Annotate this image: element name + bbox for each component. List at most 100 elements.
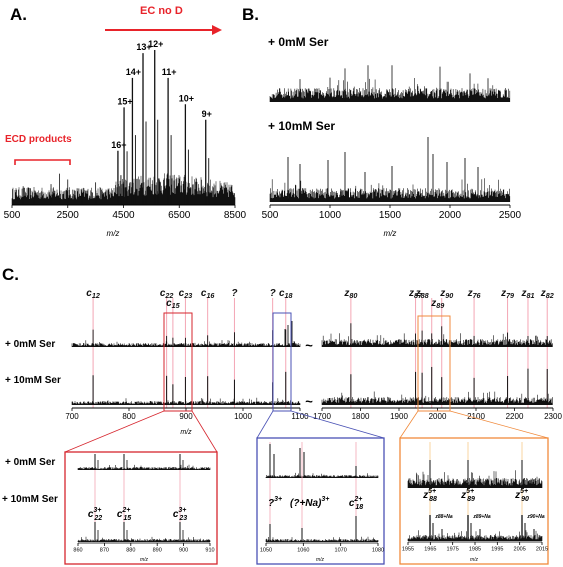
zoom-red-panel: 860 870 880 890 900 910 m/z c3+ 22 c2+ 15 c3+ 23 xyxy=(64,451,218,565)
zoom-orange-tick-label-0: 1955 xyxy=(402,547,414,553)
zoom-red-tick-label-3: 890 xyxy=(153,548,162,554)
zoom-blue-tick-label-0: 1050 xyxy=(260,548,272,554)
ec-no-d-label: EC no D xyxy=(140,5,183,17)
zoom-red-label-2: c3+ 23 xyxy=(173,507,187,522)
panel-c-row-0mm: + 0mM Ser xyxy=(5,339,55,350)
zoom-red-tick-label-2: 880 xyxy=(126,548,135,554)
panel-a-tick-label-2: 4500 xyxy=(112,210,135,221)
connector-orange-left xyxy=(399,410,419,439)
right-ion-label-2: z88 xyxy=(415,288,429,300)
panel-b-spectrum-10mm xyxy=(269,137,511,202)
zoom-orange-na-label-0: z88+Na xyxy=(434,514,453,520)
zoom-orange-ticks: 1955 1965 1975 1985 1995 2005 2015 xyxy=(402,542,548,553)
left-ion-label-7: c18 xyxy=(279,288,293,300)
panel-c-right-tick-label-1: 1800 xyxy=(352,412,370,421)
left-noise-10mm xyxy=(71,397,301,405)
zoom-orange-na-label-1: z89+Na xyxy=(472,514,491,520)
right-ion-label-0: z80 xyxy=(343,288,357,300)
panel-c-letter: C. xyxy=(2,265,19,284)
zoom-orange-tick-label-5: 2005 xyxy=(514,547,526,553)
panel-a-letter: A. xyxy=(10,5,27,24)
charge-label-15+: 15+ xyxy=(117,96,132,106)
panel-b-tick-label-3: 2000 xyxy=(439,210,462,221)
zoom-orange-label-1: z5+ 89 xyxy=(460,488,475,503)
connector-blue-right xyxy=(290,410,385,439)
ecd-products-bracket xyxy=(14,159,71,165)
panel-c-right-spectrum-0mm xyxy=(321,323,553,347)
panel-a-tick-label-4: 8500 xyxy=(224,210,247,221)
charge-label-14+: 14+ xyxy=(126,67,141,77)
panel-b-label-10mm: + 10mM Ser xyxy=(268,119,335,133)
panel-c-left-markers xyxy=(92,298,287,408)
zoom-orange-tick-label-1: 1965 xyxy=(424,547,436,553)
zoom-blue-ticks: 1050 1060 1070 1080 xyxy=(260,543,384,554)
zoom-row-10mm: + 10mM Ser xyxy=(2,494,58,505)
panel-c-left-tick-label-2: 900 xyxy=(179,412,193,421)
zoom-row-0mm: + 0mM Ser xyxy=(5,457,55,468)
zoom-orange-labels: z5+ 88 z5+ 89 z5+ 90 z88+Na z89+Na z90+Na xyxy=(422,488,545,520)
zoom-orange-label-2: z5+ 90 xyxy=(514,488,529,503)
zoom-red-spectra xyxy=(77,454,211,542)
panel-c-row-10mm: + 10mM Ser xyxy=(5,375,61,386)
axis-break-mark-bottom: ~ xyxy=(305,394,313,409)
panel-c-left-tick-label-3: 1000 xyxy=(234,412,252,421)
zoom-orange-label-0: z5+ 88 xyxy=(422,488,437,503)
connector-red-left xyxy=(64,410,165,453)
panel-c-xlabel: m/z xyxy=(180,429,192,436)
panel-c-right-tick-label-4: 2100 xyxy=(467,412,485,421)
panel-b-letter: B. xyxy=(242,5,259,24)
zoom-blue-label-2: c2+ 18 xyxy=(349,496,363,511)
connector-blue-left xyxy=(256,410,274,439)
panel-a-tick-label-1: 2500 xyxy=(57,210,80,221)
right-ion-label-6: z79 xyxy=(500,288,514,300)
panel-b-xlabel: m/z xyxy=(384,229,397,238)
charge-label-13+: 13+ xyxy=(136,42,151,52)
zoom-blue-tick-label-2: 1070 xyxy=(335,548,347,554)
right-noise-10mm xyxy=(321,391,553,405)
zoom-red-tick-label-4: 900 xyxy=(179,548,188,554)
zoom-red-xlabel: m/z xyxy=(140,557,149,563)
zoom-blue-spectra xyxy=(265,442,379,542)
zoom-blue-label-1: (?+Na)3+ xyxy=(290,496,329,509)
zoom-blue-xlabel: m/z xyxy=(316,557,325,563)
zoom-red-label-1: c2+ 15 xyxy=(117,507,131,522)
zoom-red-tick-label-1: 870 xyxy=(100,548,109,554)
panel-a-spectrum xyxy=(11,50,236,205)
highlight-box-red xyxy=(163,312,193,412)
panel-b-tick-label-4: 2500 xyxy=(499,210,522,221)
left-ion-label-5: ? xyxy=(231,288,237,299)
zoom-orange-tick-label-2: 1975 xyxy=(447,547,459,553)
zoom-orange-xlabel: m/z xyxy=(470,557,479,563)
left-ion-label-0: c12 xyxy=(86,288,100,300)
zoom-blue-noise-bottom xyxy=(265,536,379,542)
panel-a: A. EC no D ECD products 500 2500 4500 6500 8… xyxy=(4,5,247,238)
zoom-red-tick-label-5: 910 xyxy=(205,548,214,554)
right-ion-label-8: z82 xyxy=(540,288,554,300)
panel-c-right-tick-label-0: 1700 xyxy=(313,412,331,421)
right-ion-label-7: z81 xyxy=(520,288,534,300)
left-ion-label-1: c22 xyxy=(160,288,174,300)
panel-c-right-spectrum-10mm xyxy=(321,366,553,405)
connector-orange-right xyxy=(449,410,549,439)
panel-b-label-0mm: + 0mM Ser xyxy=(268,35,329,49)
charge-label-11+: 11+ xyxy=(162,67,177,77)
panel-a-xlabel: m/z xyxy=(107,229,120,238)
panel-c-left-tick-label-0: 700 xyxy=(65,412,79,421)
left-ion-label-6: ? xyxy=(270,288,276,299)
panel-a-tick-label-0: 500 xyxy=(4,210,21,221)
zoom-orange-frame xyxy=(399,437,549,565)
ecd-products-label: ECD products xyxy=(5,134,72,145)
zoom-red-labels: c3+ 22 c2+ 15 c3+ 23 xyxy=(88,507,187,522)
right-ion-label-1: z87 xyxy=(408,288,423,300)
panel-b-noise-10mm xyxy=(269,178,511,202)
panel-b-spectrum-0mm xyxy=(269,65,511,102)
zoom-blue-panel: 1050 1060 1070 1080 m/z ?3+ (?+Na)3+ c2+ 18 xyxy=(256,437,385,565)
panel-c-left-tick-label-4: 1100 xyxy=(291,412,309,421)
zoom-red-noise-top xyxy=(77,464,211,470)
zoom-orange-spectra xyxy=(407,442,543,541)
right-ion-label-5: z76 xyxy=(467,288,482,300)
zoom-blue-tick-label-1: 1060 xyxy=(297,548,309,554)
zoom-orange-tick-label-6: 2015 xyxy=(536,547,548,553)
right-ion-label-3: z89 xyxy=(430,298,444,310)
